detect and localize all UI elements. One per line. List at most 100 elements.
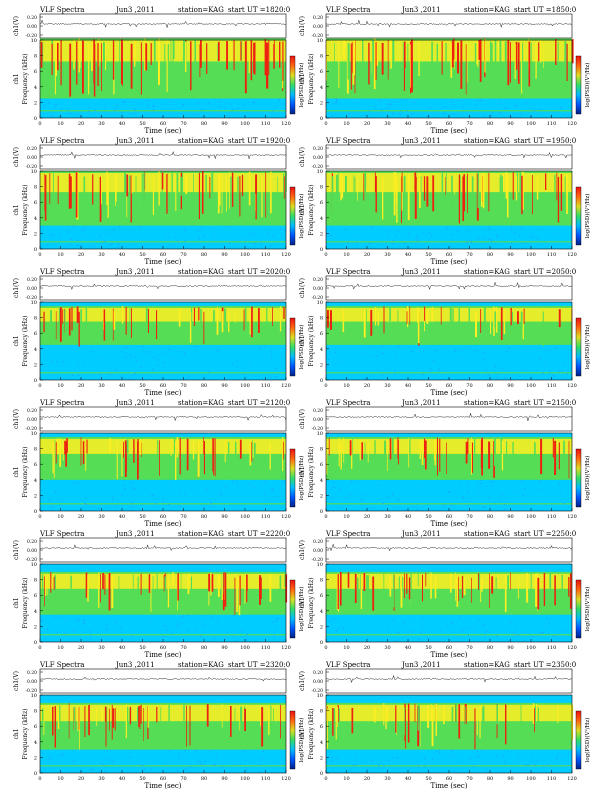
spectral-streak	[167, 577, 170, 608]
spectral-streak	[356, 577, 359, 597]
spectrogram-panel-7: VLF Spectra Jun3 ,2011 station=KAG start UT…	[13, 399, 305, 528]
noise-dot	[365, 353, 367, 355]
spectral-streak	[326, 441, 328, 475]
noise-dot	[230, 103, 232, 105]
noise-dot	[89, 630, 91, 632]
noise-dot	[90, 634, 92, 636]
spectral-streak	[458, 576, 459, 602]
spectral-streak	[133, 439, 135, 463]
noise-dot	[102, 242, 103, 244]
time-tick-label: 30	[384, 776, 390, 782]
noise-dot	[50, 758, 52, 760]
waveform-frame	[325, 668, 573, 694]
noise-dot	[245, 759, 247, 761]
noise-dot	[135, 360, 137, 362]
waveform-axis-label: ch1(V)	[13, 147, 20, 167]
noise-dot	[374, 105, 376, 107]
noise-dot	[559, 107, 561, 109]
spectral-streak	[239, 176, 241, 217]
spectral-streak	[364, 442, 366, 465]
time-tick-label: 120	[281, 252, 291, 258]
time-tick-label: 0	[324, 121, 327, 127]
freq-tick-label: 0	[320, 771, 323, 777]
time-tick-label: 40	[405, 383, 411, 389]
spectral-streak	[455, 703, 458, 734]
spectral-streak	[88, 44, 90, 95]
noise-dot	[47, 244, 49, 246]
noise-dot	[524, 640, 526, 642]
noise-dot	[182, 104, 184, 106]
noise-dot	[164, 625, 166, 627]
freq-tick-label: 6	[34, 200, 37, 206]
freq-tick-label: 8	[320, 447, 323, 453]
noise-dot	[417, 240, 418, 242]
noise-dot	[40, 111, 41, 113]
spectral-streak	[62, 442, 64, 461]
noise-dot	[51, 505, 53, 507]
freq-tick-label: 2	[34, 493, 37, 499]
noise-dot	[470, 241, 472, 243]
spectral-streak	[410, 573, 412, 606]
noise-dot	[48, 758, 49, 760]
noise-dot	[82, 228, 84, 230]
spectral-streak	[519, 171, 522, 215]
noise-dot	[568, 356, 570, 358]
noise-dot	[231, 363, 233, 365]
noise-dot	[360, 498, 362, 500]
spectral-streak	[491, 43, 493, 71]
spectral-streak	[64, 440, 66, 455]
spectral-streak	[65, 441, 67, 467]
spectral-streak	[479, 39, 482, 82]
noise-dot	[132, 489, 134, 491]
noise-dot	[145, 351, 147, 353]
colorbar	[575, 317, 582, 377]
time-tick-label: 30	[384, 121, 390, 127]
noise-dot	[490, 240, 492, 242]
freq-tick-label: 6	[34, 331, 37, 337]
spectral-streak	[53, 171, 54, 217]
noise-dot	[516, 116, 517, 118]
spectral-streak	[170, 438, 172, 457]
noise-dot	[97, 508, 99, 510]
waveform-tick-label: -0.20	[311, 33, 323, 39]
time-tick-label: 10	[343, 121, 349, 127]
spectral-streak	[57, 175, 59, 204]
spectral-streak	[244, 708, 246, 732]
channel-label: ch1	[299, 728, 306, 739]
spectral-streak	[283, 441, 284, 460]
spectral-streak	[240, 41, 242, 61]
noise-dot	[501, 494, 503, 496]
spectral-streak	[471, 437, 472, 475]
spectrogram-panel-12: VLF Spectra Jun3 ,2011 station=KAG start UT…	[299, 661, 591, 790]
spectral-streak	[367, 442, 369, 463]
noise-dot	[485, 228, 487, 230]
noise-dot	[396, 357, 397, 359]
time-tick-label: 90	[221, 252, 227, 258]
spectral-streak	[163, 574, 165, 592]
noise-dot	[154, 759, 155, 761]
spectral-streak	[190, 41, 192, 91]
spectral-streak	[139, 705, 141, 729]
noise-dot	[541, 488, 543, 490]
spectral-streak	[270, 705, 272, 734]
time-tick-label: 100	[526, 252, 536, 258]
noise-dot	[72, 225, 74, 227]
spectral-streak	[387, 705, 389, 722]
waveform-tick-label: -0.20	[311, 557, 323, 563]
noise-dot	[428, 232, 430, 234]
noise-dot	[484, 634, 486, 636]
time-tick-label: 90	[507, 776, 513, 782]
spectral-streak	[434, 576, 437, 599]
time-tick-label: 120	[281, 514, 291, 520]
spectral-streak	[55, 442, 57, 464]
time-tick-label: 60	[446, 514, 452, 520]
low-frequency-line	[40, 241, 286, 243]
noise-dot	[392, 506, 394, 508]
waveform-axis-label: ch1(V)	[13, 278, 20, 298]
waveform-trace	[325, 674, 572, 684]
noise-dot	[548, 622, 550, 624]
noise-dot	[563, 114, 565, 116]
spectral-streak	[421, 441, 424, 465]
waveform-trace	[39, 676, 287, 682]
time-tick-label: 110	[261, 776, 271, 782]
